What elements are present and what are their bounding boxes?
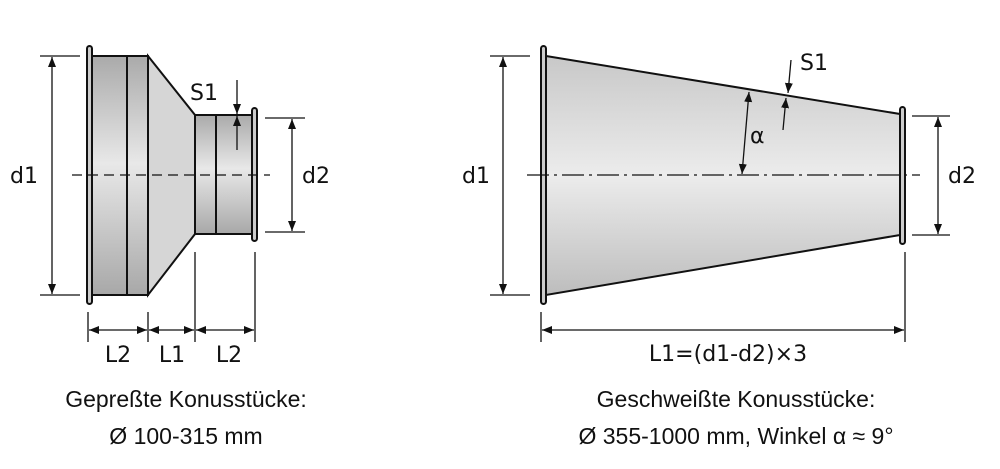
s1-arrow (781, 97, 790, 131)
alpha-label: α (750, 124, 765, 149)
caption-title: Gepreßte Konusstücke: (65, 386, 307, 412)
pressed-cone-drawing: d1 d2 S1 L2 L1 L2 Gepreßte Konusstücke: … (10, 45, 330, 449)
s1-label: S1 (190, 81, 218, 106)
l2-label: L2 (105, 343, 131, 368)
d1-label: d1 (10, 164, 38, 189)
l2-label: L2 (216, 343, 242, 368)
s1-label: S1 (800, 51, 828, 76)
d2-label: d2 (302, 164, 330, 189)
welded-cone-drawing: d1 d2 S1 α L1=(d1-d2)×3 Geschweißte Konu… (462, 45, 976, 449)
s1-arrow (784, 59, 793, 94)
l1-formula-label: L1=(d1-d2)×3 (649, 342, 807, 367)
l1-label: L1 (159, 343, 185, 368)
d1-label: d1 (462, 164, 490, 189)
d2-label: d2 (948, 164, 976, 189)
caption-range: Ø 355-1000 mm, Winkel α ≈ 9° (578, 423, 893, 449)
alpha-arrow (738, 91, 753, 175)
caption-title: Geschweißte Konusstücke: (597, 386, 876, 412)
caption-range: Ø 100-315 mm (109, 423, 262, 449)
